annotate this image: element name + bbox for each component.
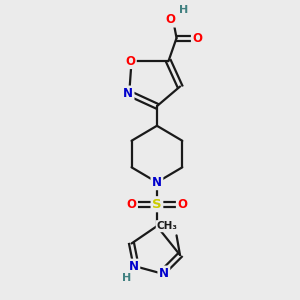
Text: O: O [125, 55, 135, 68]
Text: N: N [123, 87, 133, 100]
Text: O: O [166, 13, 176, 26]
Text: O: O [127, 198, 136, 211]
Text: O: O [192, 32, 202, 45]
Text: O: O [177, 198, 187, 211]
Text: N: N [129, 260, 139, 273]
Text: N: N [152, 176, 162, 189]
Text: S: S [152, 198, 162, 211]
Text: H: H [122, 273, 131, 283]
Text: CH₃: CH₃ [157, 221, 178, 231]
Text: H: H [179, 5, 188, 15]
Text: N: N [159, 267, 169, 280]
